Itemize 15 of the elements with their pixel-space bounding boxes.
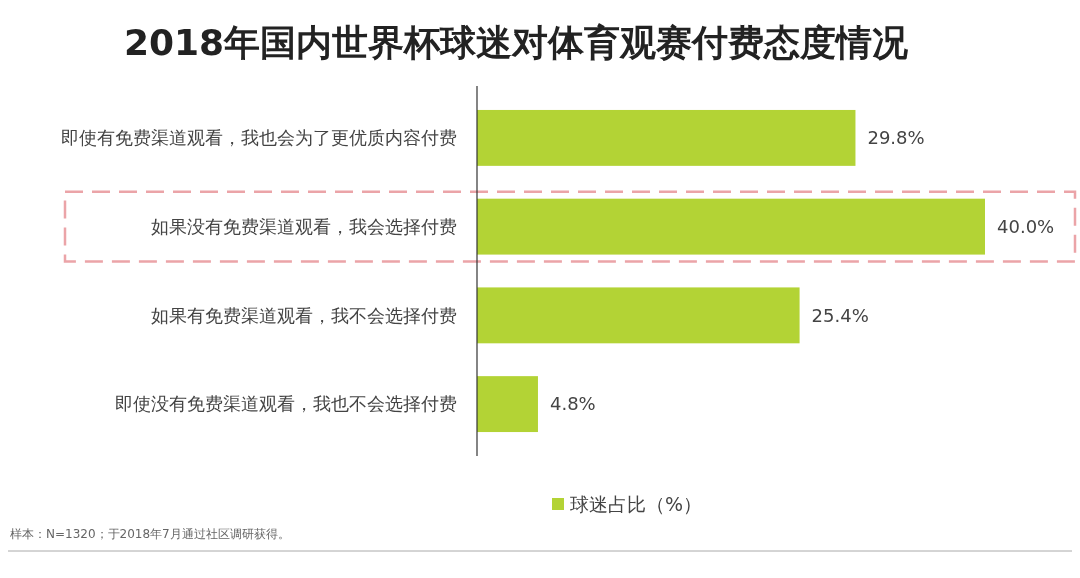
data-label: 29.8% — [867, 127, 925, 149]
bar — [477, 109, 856, 166]
legend-label: 球迷占比（%） — [570, 492, 703, 515]
y-tick-label: 如果有免费渠道观看，我不会选择付费 — [151, 304, 457, 326]
y-tick-label: 即使有免费渠道观看，我也会为了更优质内容付费 — [61, 127, 457, 149]
bar — [477, 198, 985, 255]
text: 样本：N=1320；于2018年7月通过社区调研获得。 — [10, 527, 290, 541]
bar — [477, 287, 800, 344]
bar — [477, 376, 538, 433]
data-label: 4.8% — [549, 393, 596, 415]
data-label: 25.4% — [811, 304, 869, 326]
y-tick-label: 如果没有免费渠道观看，我会选择付费 — [151, 215, 457, 237]
chart-title: 2018年国内世界杯球迷对体育观赛付费态度情况 — [123, 22, 909, 63]
y-tick-label: 即使没有免费渠道观看，我也不会选择付费 — [115, 393, 457, 415]
data-label: 40.0% — [997, 215, 1055, 237]
